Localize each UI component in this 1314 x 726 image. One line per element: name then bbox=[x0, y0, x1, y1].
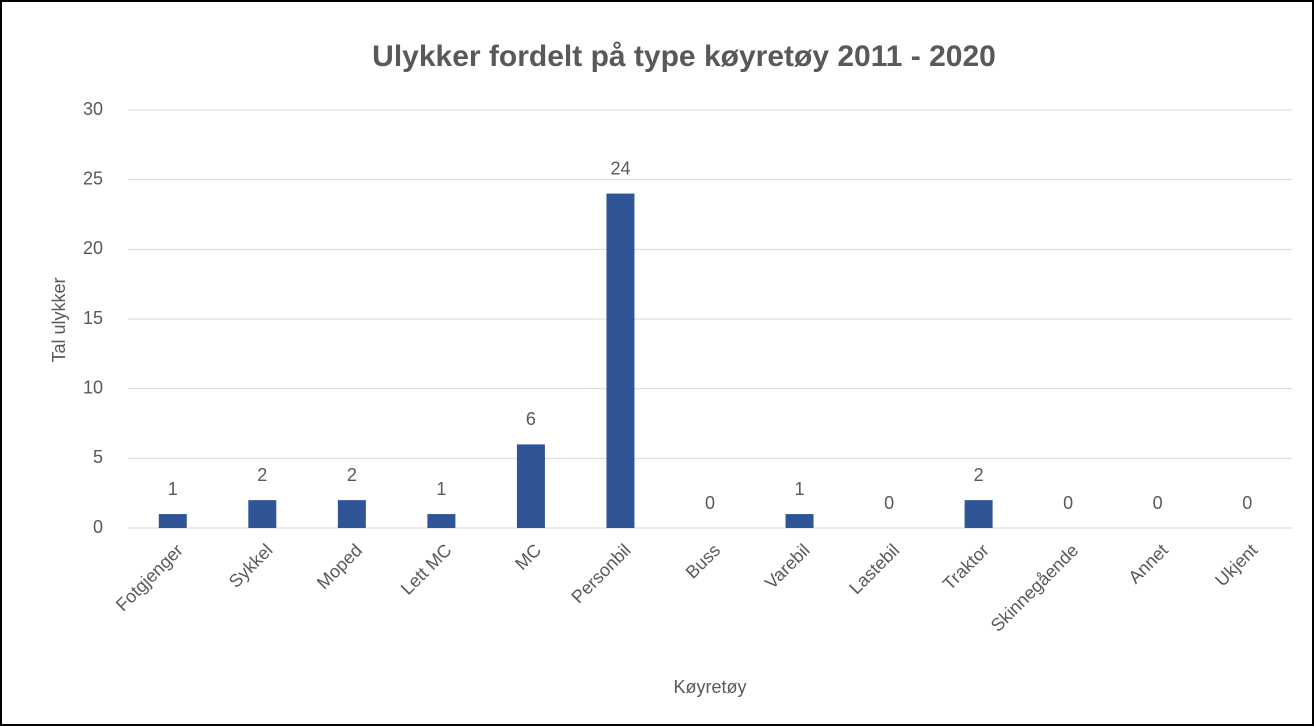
data-label: 2 bbox=[257, 465, 267, 485]
data-label: 0 bbox=[1063, 493, 1073, 513]
y-tick-label: 10 bbox=[83, 377, 103, 397]
y-tick-label: 25 bbox=[83, 168, 103, 188]
bar bbox=[606, 193, 635, 528]
y-tick-label: 0 bbox=[93, 517, 103, 537]
data-label: 24 bbox=[610, 158, 630, 178]
bar bbox=[964, 500, 993, 528]
bar bbox=[785, 514, 814, 528]
data-label: 1 bbox=[795, 479, 805, 499]
bar bbox=[337, 500, 366, 528]
data-label: 0 bbox=[1242, 493, 1252, 513]
x-axis-label: Køyretøy bbox=[673, 677, 746, 697]
data-label: 6 bbox=[526, 409, 536, 429]
data-label: 2 bbox=[974, 465, 984, 485]
bar bbox=[158, 514, 187, 528]
y-tick-label: 20 bbox=[83, 238, 103, 258]
y-axis-label: Tal ulykker bbox=[49, 277, 69, 362]
data-label: 0 bbox=[705, 493, 715, 513]
y-tick-label: 15 bbox=[83, 308, 103, 328]
bar bbox=[516, 444, 545, 528]
data-label: 2 bbox=[347, 465, 357, 485]
y-tick-label: 30 bbox=[83, 99, 103, 119]
bar bbox=[427, 514, 456, 528]
bar bbox=[248, 500, 277, 528]
data-label: 0 bbox=[1153, 493, 1163, 513]
data-label: 0 bbox=[884, 493, 894, 513]
data-label: 1 bbox=[168, 479, 178, 499]
chart-title: Ulykker fordelt på type køyretøy 2011 - … bbox=[372, 40, 996, 73]
y-tick-label: 5 bbox=[93, 447, 103, 467]
data-label: 1 bbox=[436, 479, 446, 499]
